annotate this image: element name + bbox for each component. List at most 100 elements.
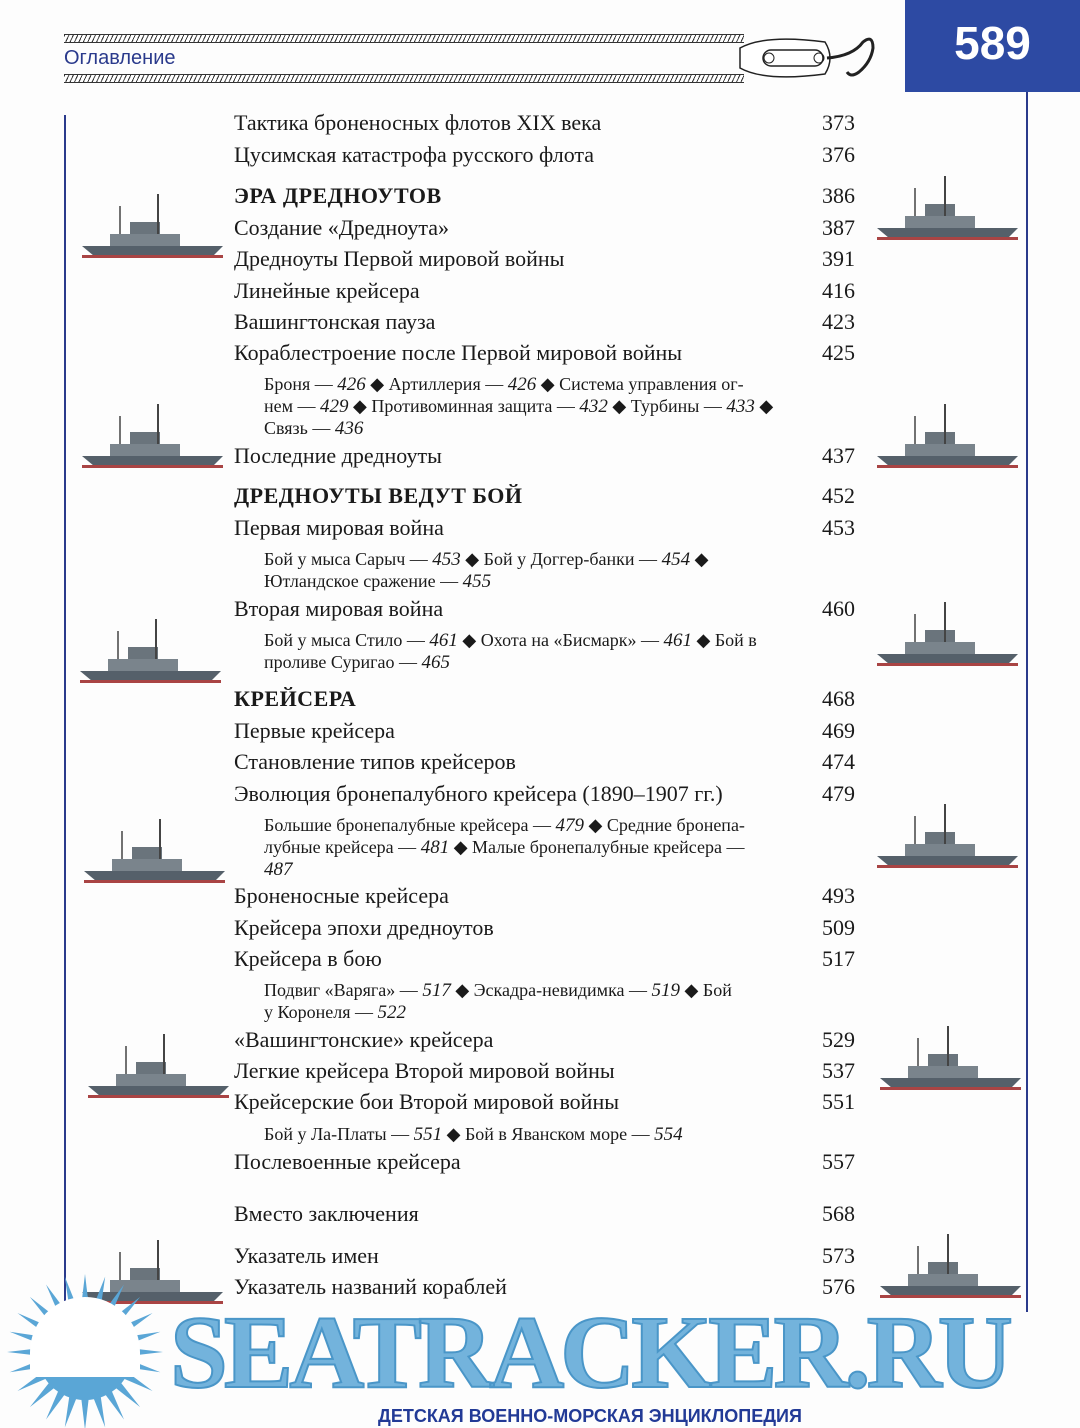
toc-entry: Послевоенные крейсера 557 <box>234 1148 864 1176</box>
toc-entry: Дредноуты Первой мировой войны 391 <box>234 245 864 273</box>
subentry-text: Бой у мыса Сарыч — <box>264 549 433 569</box>
subentry-text: лубные крейсера — <box>264 837 421 857</box>
entry-page: 573 <box>822 1243 855 1268</box>
toc-section-heading: ЭРА ДРЕДНОУТОВ 386 <box>234 182 864 210</box>
subentry-page: 517 <box>422 980 451 1001</box>
subentry-page: 479 <box>555 815 585 836</box>
warship-illustration <box>80 619 221 683</box>
sun-logo-icon <box>7 1274 163 1428</box>
toc-entry: Первые крейсера 469 <box>234 717 864 745</box>
subentry-text: ◆ Артиллерия — <box>365 374 508 394</box>
subentry-text: ◆ <box>690 549 709 569</box>
toc-subentries-line: 487 <box>264 858 809 881</box>
entry-page: 568 <box>822 1201 855 1226</box>
series-title: ДЕТСКАЯ ВОЕННО-МОРСКАЯ ЭНЦИКЛОПЕДИЯ <box>378 1406 802 1426</box>
entry-page: 453 <box>822 515 855 540</box>
section-title: Оглавление <box>64 47 176 69</box>
entry-page: 387 <box>822 215 855 240</box>
subentry-text: Большие бронепалубные крейсера — <box>264 815 556 835</box>
entry-page: 551 <box>822 1089 855 1114</box>
toc-subentries-line: Бой у Ла-Платы — 551 ◆ Бой в Яванском мо… <box>264 1123 809 1146</box>
warship-illustration <box>84 819 225 883</box>
warship-illustration <box>880 1026 1021 1090</box>
subentry-text: ◆ <box>754 396 774 416</box>
entry-page: 425 <box>822 340 855 365</box>
entry-page: 517 <box>822 946 855 971</box>
subentry-page: 554 <box>654 1124 683 1145</box>
entry-page: 529 <box>822 1027 855 1052</box>
toc-entry: Становление типов крейсеров 474 <box>234 748 864 776</box>
subentry-text: нем — <box>264 396 321 416</box>
entry-title: Создание «Дредноута» <box>234 215 449 240</box>
subentry-text: Связь — <box>264 418 335 438</box>
toc-entry: Вместо заключения 568 <box>234 1200 864 1228</box>
subentry-page: 461 <box>429 630 458 651</box>
toc-entry: Цусимская катастрофа русского флота 376 <box>234 141 864 169</box>
subentry-page: 487 <box>264 859 293 880</box>
toc-entry: Указатель названий кораблей 576 <box>234 1273 864 1301</box>
entry-title: Первые крейсера <box>234 718 395 743</box>
entry-title: Последние дредноуты <box>234 443 442 468</box>
subentry-text: ◆ Средние бронепа- <box>584 815 745 835</box>
subentry-page: 519 <box>651 980 681 1001</box>
subentry-page: 432 <box>579 396 608 417</box>
toc-entry: Легкие крейсера Второй мировой войны 537 <box>234 1057 864 1085</box>
entry-title: Первая мировая война <box>234 515 444 540</box>
toc-subentries-line: Большие бронепалубные крейсера — 479 ◆ С… <box>264 814 809 837</box>
entry-page: 537 <box>822 1058 855 1083</box>
entry-page: 493 <box>822 883 855 908</box>
toc-entry: Вашингтонская пауза 423 <box>234 308 864 336</box>
entry-page: 416 <box>822 278 855 303</box>
subentry-page: 426 <box>337 374 366 395</box>
subentry-text: ◆ Малые бронепалубные крейсера — <box>449 837 745 857</box>
subentry-text: Бой у Ла-Платы — <box>264 1124 414 1144</box>
subentry-text: ◆ Противоминная защита — <box>348 396 580 416</box>
entry-title: Линейные крейсера <box>234 278 420 303</box>
toc-entry: Эволюция бронепалубного крейсера (1890–1… <box>234 780 864 808</box>
entry-page: 423 <box>822 309 855 334</box>
subentry-page: 551 <box>413 1124 443 1145</box>
watermark: SEATRACKER.RU <box>169 1295 1014 1410</box>
subentry-text: Броня — <box>264 374 338 394</box>
entry-title: Крейсера в бою <box>234 946 382 971</box>
toc-subentries-line: лубные крейсера — 481 ◆ Малые бронепалуб… <box>264 836 809 859</box>
warship-illustration <box>877 602 1018 666</box>
entry-page: 437 <box>822 443 855 468</box>
entry-page: 373 <box>822 110 855 135</box>
toc-subentries-line: Подвиг «Варяга» — 517 ◆ Эскадра-невидимк… <box>264 979 809 1002</box>
warship-illustration <box>82 404 223 468</box>
entry-page: 509 <box>822 915 855 940</box>
subentry-text: Бой у мыса Стило — <box>264 630 430 650</box>
subentry-page: 455 <box>462 571 492 592</box>
subentry-text: Ютландское сражение — <box>264 571 463 591</box>
subentry-page: 433 <box>726 396 755 417</box>
toc-subentries-line: у Коронеля — 522 <box>264 1001 809 1024</box>
entry-title: Тактика броненосных флотов XIX века <box>234 110 602 135</box>
subentry-page: 465 <box>421 652 450 673</box>
subentry-page: 453 <box>432 549 461 570</box>
entry-page: 376 <box>822 142 855 167</box>
right-margin-line <box>1026 92 1028 1312</box>
entry-title: Легкие крейсера Второй мировой войны <box>234 1058 615 1083</box>
entry-title: ЭРА ДРЕДНОУТОВ <box>234 183 442 208</box>
subentry-text: у Коронеля — <box>264 1002 378 1022</box>
page-number-box: 589 <box>905 0 1080 92</box>
entry-page: 460 <box>822 596 855 621</box>
entry-page: 468 <box>822 686 855 711</box>
toc-entry: Крейсера в бою 517 <box>234 945 864 973</box>
warship-illustration <box>877 404 1018 468</box>
header-rope-top <box>64 34 744 43</box>
toc-entry: Последние дредноуты 437 <box>234 442 864 470</box>
entry-page: 391 <box>822 246 855 271</box>
entry-title: Кораблестроение после Первой мировой вой… <box>234 340 683 365</box>
toc-entry: Кораблестроение после Первой мировой вой… <box>234 339 864 367</box>
entry-page: 479 <box>822 781 855 806</box>
entry-title: Дредноуты Первой мировой войны <box>234 246 565 271</box>
toc-entry: Броненосные крейсера 493 <box>234 882 864 910</box>
toc-section-heading: ДРЕДНОУТЫ ВЕДУТ БОЙ 452 <box>234 482 864 510</box>
subentry-text: Подвиг «Варяга» — <box>264 980 423 1000</box>
toc-entry: Тактика броненосных флотов XIX века 373 <box>234 109 864 137</box>
entry-title: Послевоенные крейсера <box>234 1149 461 1174</box>
toc-subentries-line: Ютландское сражение — 455 <box>264 570 809 593</box>
subentry-page: 436 <box>334 418 364 439</box>
